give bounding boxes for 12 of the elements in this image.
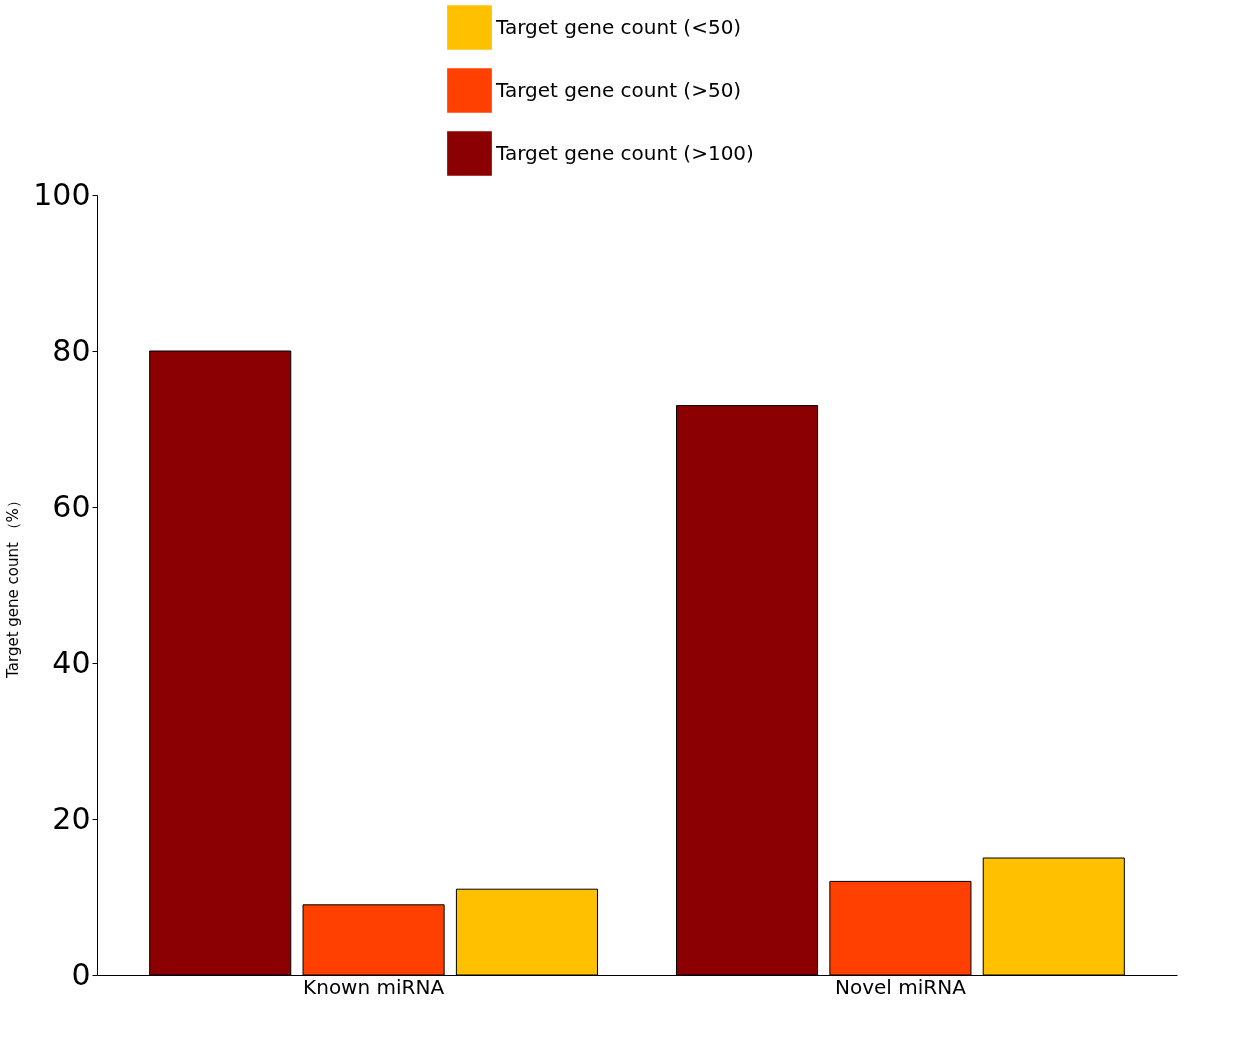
y-tick-label: 20 xyxy=(52,800,91,836)
y-tick-label: 80 xyxy=(52,332,91,368)
legend-label: Target gene count (>50) xyxy=(495,77,742,102)
x-tick-label: Known miRNA xyxy=(303,974,445,999)
x-tick-label: Novel miRNA xyxy=(834,974,967,999)
y-tick-label: 40 xyxy=(52,644,91,680)
y-tick-label: 100 xyxy=(33,176,91,212)
y-tick-label: 0 xyxy=(71,956,91,992)
legend-label: Target gene count (>100) xyxy=(495,140,754,165)
legend-label: Target gene count (<50) xyxy=(495,14,742,39)
y-tick-label: 60 xyxy=(52,488,91,524)
y-axis-title: Target gene count （%） xyxy=(4,493,23,679)
